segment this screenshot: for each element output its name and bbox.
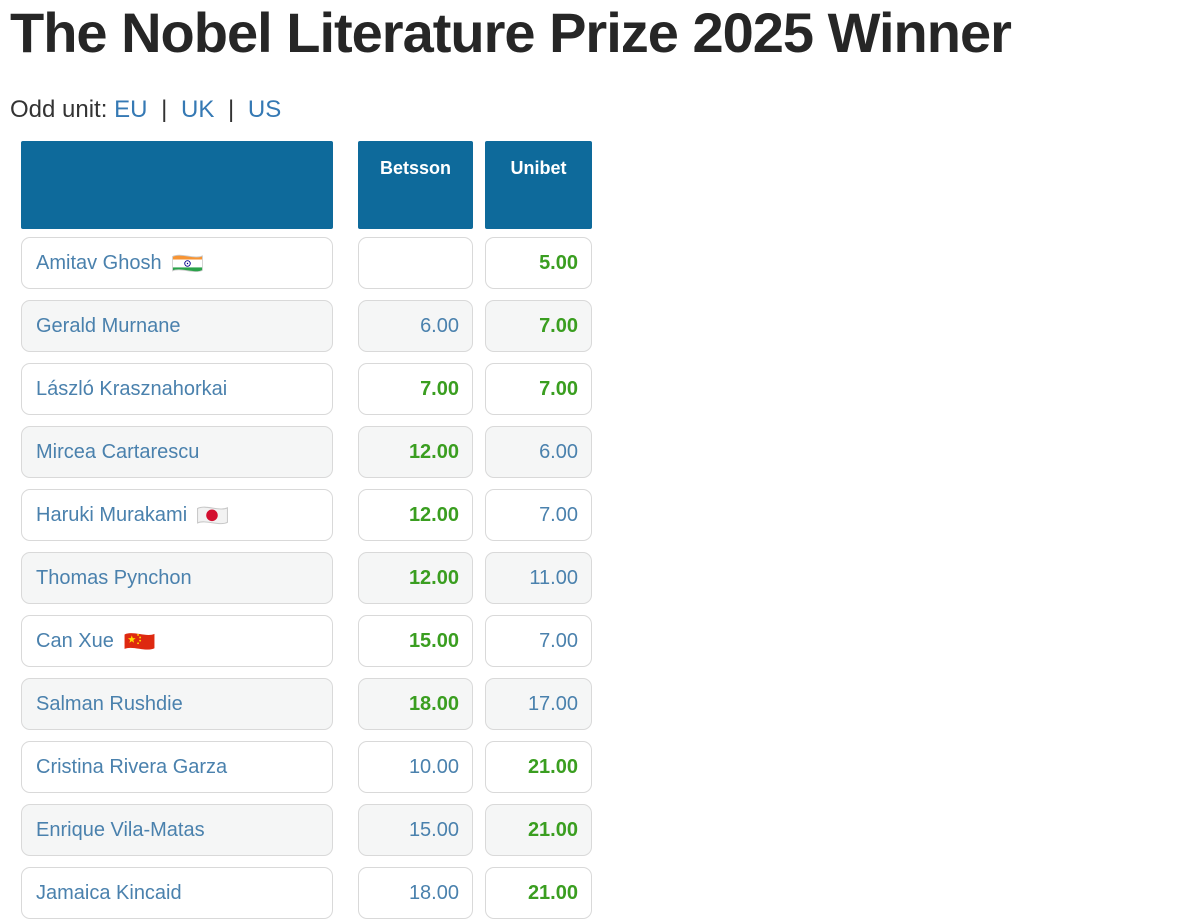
odds-cell-unibet[interactable]: 6.00 — [485, 426, 592, 478]
table-row: Thomas Pynchon 12.00 11.00 — [21, 552, 1200, 604]
table-row: László Krasznahorkai 7.00 7.00 — [21, 363, 1200, 415]
odds-cell-betsson[interactable]: 12.00 — [358, 426, 473, 478]
odd-unit-link-uk[interactable]: UK — [181, 96, 215, 123]
candidate-link[interactable]: László Krasznahorkai — [36, 377, 228, 400]
flag-india-icon — [171, 251, 204, 276]
odd-unit-label: Odd unit: — [10, 96, 108, 123]
flag-japan-icon — [196, 503, 229, 528]
candidate-cell: Jamaica Kincaid — [21, 867, 333, 919]
odds-cell-unibet[interactable]: 7.00 — [485, 489, 592, 541]
odds-cell-unibet[interactable]: 5.00 — [485, 237, 592, 289]
odds-cell-unibet[interactable]: 11.00 — [485, 552, 592, 604]
candidate-link[interactable]: Thomas Pynchon — [36, 566, 192, 589]
table-row: Haruki Murakami 12.00 7.00 — [21, 489, 1200, 541]
odds-cell-unibet[interactable]: 7.00 — [485, 363, 592, 415]
table-row: Cristina Rivera Garza 10.00 21.00 — [21, 741, 1200, 793]
odds-cell-unibet[interactable]: 21.00 — [485, 741, 592, 793]
candidate-cell: Haruki Murakami — [21, 489, 333, 541]
table-row: Mircea Cartarescu 12.00 6.00 — [21, 426, 1200, 478]
candidate-link[interactable]: Haruki Murakami — [36, 503, 188, 526]
candidate-link[interactable]: Amitav Ghosh — [36, 251, 162, 274]
odds-cell-betsson — [358, 237, 473, 289]
candidate-link[interactable]: Enrique Vila-Matas — [36, 818, 205, 841]
table-row: Salman Rushdie 18.00 17.00 — [21, 678, 1200, 730]
candidate-link[interactable]: Can Xue — [36, 629, 114, 652]
odds-cell-unibet[interactable]: 17.00 — [485, 678, 592, 730]
odd-unit-separator: | — [228, 96, 235, 123]
table-row: Enrique Vila-Matas 15.00 21.00 — [21, 804, 1200, 856]
odds-cell-unibet[interactable]: 21.00 — [485, 867, 592, 919]
odds-cell-betsson[interactable]: 12.00 — [358, 489, 473, 541]
page-title: The Nobel Literature Prize 2025 Winner — [10, 1, 1012, 64]
odds-cell-betsson[interactable]: 18.00 — [358, 678, 473, 730]
table-row: Can Xue 15.00 7.00 — [21, 615, 1200, 667]
candidate-link[interactable]: Gerald Murnane — [36, 314, 181, 337]
flag-china-icon — [123, 629, 156, 654]
header-cell-unibet: Unibet — [485, 141, 592, 229]
header-cell-name — [21, 141, 333, 229]
odds-cell-betsson[interactable]: 12.00 — [358, 552, 473, 604]
candidate-cell: Amitav Ghosh — [21, 237, 333, 289]
odds-cell-betsson[interactable]: 18.00 — [358, 867, 473, 919]
odd-unit-bar: Odd unit: EU | UK | US — [10, 96, 1200, 124]
odd-unit-link-us[interactable]: US — [247, 96, 282, 123]
odds-cell-unibet[interactable]: 7.00 — [485, 300, 592, 352]
odds-table: Betsson Unibet Amitav Ghosh 5.00 Gerald Mu… — [21, 141, 1200, 919]
candidate-link[interactable]: Jamaica Kincaid — [36, 881, 182, 904]
table-row: Gerald Murnane 6.00 7.00 — [21, 300, 1200, 352]
table-row: Jamaica Kincaid 18.00 21.00 — [21, 867, 1200, 919]
candidate-cell: Mircea Cartarescu — [21, 426, 333, 478]
candidate-cell: Can Xue — [21, 615, 333, 667]
candidate-cell: Salman Rushdie — [21, 678, 333, 730]
candidate-link[interactable]: Salman Rushdie — [36, 692, 183, 715]
candidate-link[interactable]: Mircea Cartarescu — [36, 440, 200, 463]
candidate-cell: Gerald Murnane — [21, 300, 333, 352]
odds-cell-betsson[interactable]: 7.00 — [358, 363, 473, 415]
odd-unit-separator: | — [161, 96, 168, 123]
candidate-cell: Enrique Vila-Matas — [21, 804, 333, 856]
candidate-cell: László Krasznahorkai — [21, 363, 333, 415]
odds-cell-unibet[interactable]: 21.00 — [485, 804, 592, 856]
odd-unit-link-eu[interactable]: EU — [114, 96, 148, 123]
candidate-cell: Thomas Pynchon — [21, 552, 333, 604]
candidate-link[interactable]: Cristina Rivera Garza — [36, 755, 228, 778]
odds-cell-betsson[interactable]: 15.00 — [358, 804, 473, 856]
odds-cell-betsson[interactable]: 6.00 — [358, 300, 473, 352]
table-row: Amitav Ghosh 5.00 — [21, 237, 1200, 289]
header-cell-betsson: Betsson — [358, 141, 473, 229]
odds-cell-betsson[interactable]: 10.00 — [358, 741, 473, 793]
odds-cell-unibet[interactable]: 7.00 — [485, 615, 592, 667]
table-header-row: Betsson Unibet — [21, 141, 1200, 229]
candidate-cell: Cristina Rivera Garza — [21, 741, 333, 793]
odds-cell-betsson[interactable]: 15.00 — [358, 615, 473, 667]
table-body: Amitav Ghosh 5.00 Gerald Murnane 6.00 7.00 Lá… — [21, 237, 1200, 919]
